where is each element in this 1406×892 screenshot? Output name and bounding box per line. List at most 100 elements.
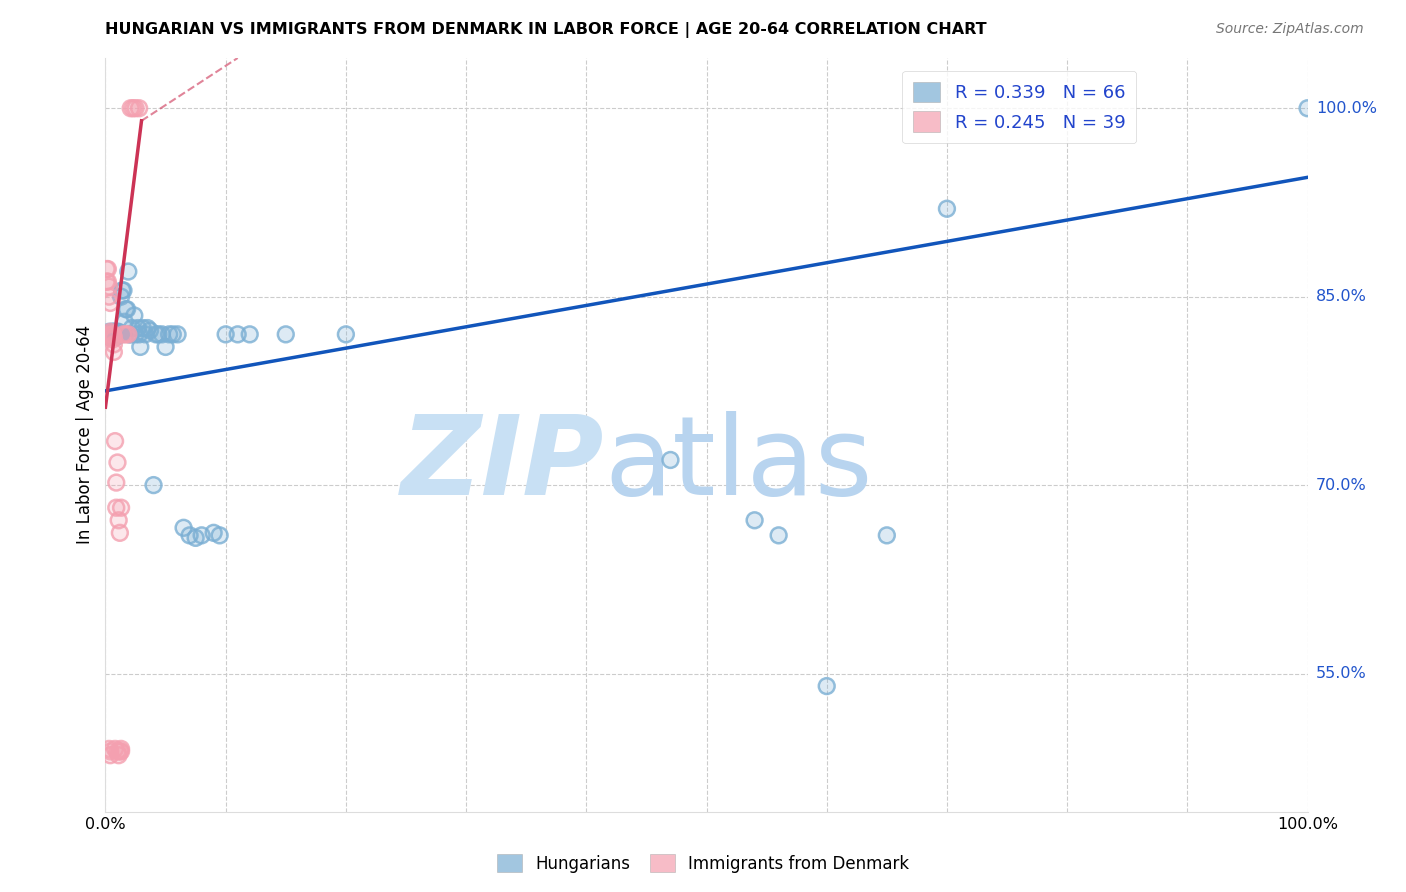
Point — [98, 296, 121, 310]
Point — [202, 525, 225, 540]
Point — [121, 321, 143, 335]
Point — [98, 742, 121, 756]
Point — [214, 327, 236, 342]
Point — [120, 327, 142, 342]
Point — [96, 327, 118, 342]
Point — [103, 337, 125, 351]
Point — [97, 327, 120, 342]
Point — [107, 327, 129, 342]
Point — [335, 327, 357, 342]
Point — [96, 275, 118, 289]
Point — [134, 327, 156, 342]
Point — [107, 325, 129, 339]
Point — [115, 302, 138, 317]
Point — [104, 327, 127, 342]
Point — [214, 327, 236, 342]
Text: 85.0%: 85.0% — [1316, 289, 1367, 304]
Point — [98, 744, 121, 758]
Point — [103, 345, 125, 359]
Point — [105, 330, 128, 344]
Point — [107, 325, 129, 339]
Point — [108, 744, 131, 758]
Point — [100, 325, 122, 339]
Point — [98, 327, 121, 342]
Point — [97, 262, 120, 277]
Point — [107, 325, 129, 339]
Point — [98, 279, 121, 293]
Point — [659, 453, 682, 467]
Point — [105, 330, 128, 344]
Point — [129, 340, 152, 354]
Point — [103, 330, 125, 344]
Point — [120, 101, 142, 115]
Point — [105, 500, 128, 515]
Point — [103, 325, 125, 339]
Point — [120, 327, 142, 342]
Point — [110, 290, 132, 304]
Point — [100, 330, 122, 344]
Point — [117, 327, 139, 342]
Point — [100, 327, 122, 342]
Point — [103, 330, 125, 344]
Point — [239, 327, 262, 342]
Point — [190, 528, 212, 542]
Point — [98, 290, 121, 304]
Point — [110, 742, 132, 756]
Point — [115, 327, 138, 342]
Point — [101, 325, 124, 339]
Point — [162, 327, 184, 342]
Point — [148, 327, 170, 342]
Text: Source: ZipAtlas.com: Source: ZipAtlas.com — [1216, 22, 1364, 37]
Point — [98, 325, 121, 339]
Point — [124, 309, 146, 323]
Point — [876, 528, 898, 542]
Point — [104, 434, 127, 449]
Point — [115, 302, 138, 317]
Point — [179, 528, 201, 542]
Point — [129, 340, 152, 354]
Point — [110, 327, 132, 342]
Point — [97, 275, 120, 289]
Point — [117, 327, 139, 342]
Point — [120, 101, 142, 115]
Point — [239, 327, 262, 342]
Point — [111, 284, 134, 298]
Text: HUNGARIAN VS IMMIGRANTS FROM DENMARK IN LABOR FORCE | AGE 20-64 CORRELATION CHAR: HUNGARIAN VS IMMIGRANTS FROM DENMARK IN … — [105, 22, 987, 38]
Point — [815, 679, 838, 693]
Point — [876, 528, 898, 542]
Point — [104, 742, 127, 756]
Point — [134, 327, 156, 342]
Point — [148, 327, 170, 342]
Point — [128, 101, 150, 115]
Point — [107, 744, 129, 758]
Point — [157, 327, 180, 342]
Point — [124, 327, 146, 342]
Point — [744, 513, 766, 527]
Point — [150, 327, 173, 342]
Point — [335, 327, 357, 342]
Point — [104, 434, 127, 449]
Point — [105, 475, 128, 490]
Point — [101, 327, 124, 342]
Point — [122, 101, 145, 115]
Point — [101, 327, 124, 342]
Point — [124, 309, 146, 323]
Point — [97, 275, 120, 289]
Point — [122, 101, 145, 115]
Point — [1296, 101, 1319, 115]
Point — [103, 325, 125, 339]
Point — [815, 679, 838, 693]
Point — [128, 327, 150, 342]
Point — [157, 327, 180, 342]
Point — [107, 513, 129, 527]
Point — [142, 478, 165, 492]
Point — [108, 744, 131, 758]
Point — [107, 327, 129, 342]
Point — [768, 528, 790, 542]
Point — [127, 321, 149, 335]
Point — [936, 202, 959, 216]
Point — [105, 500, 128, 515]
Point — [108, 525, 131, 540]
Text: 70.0%: 70.0% — [1316, 477, 1367, 492]
Point — [202, 525, 225, 540]
